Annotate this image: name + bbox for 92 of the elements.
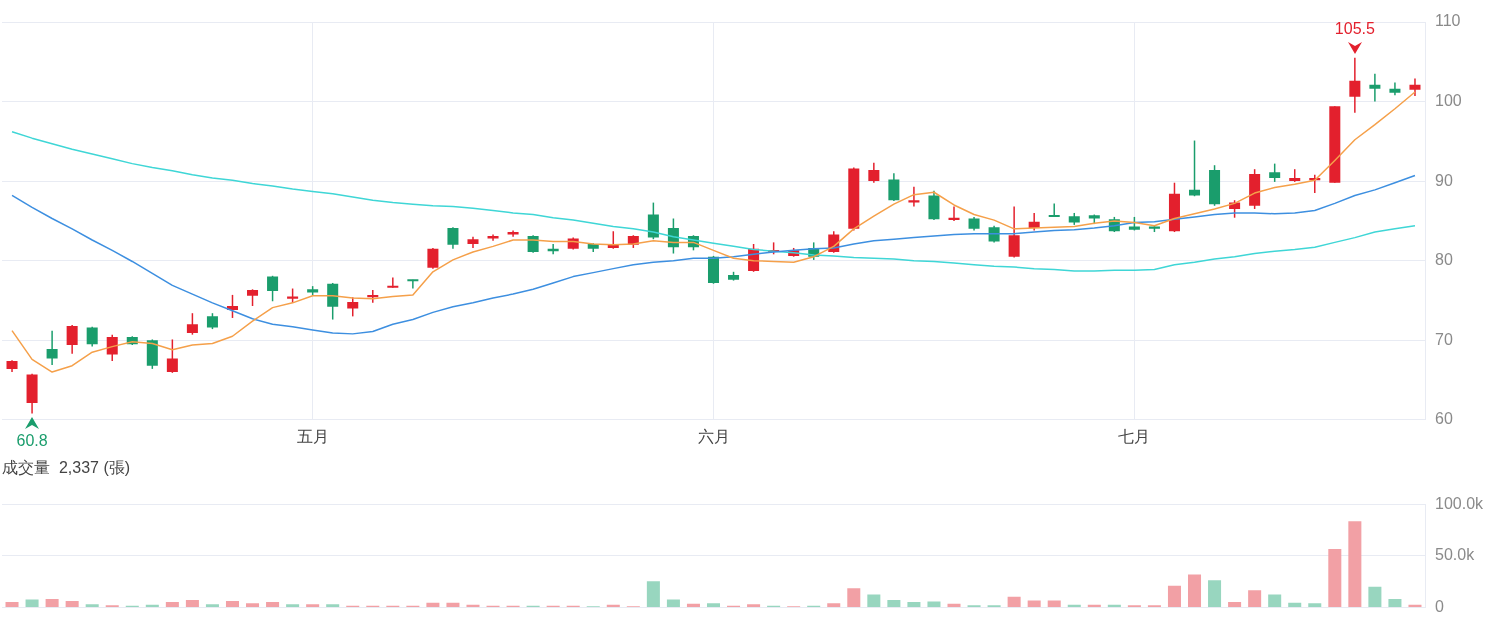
bar <box>85 604 99 607</box>
candlestick <box>1409 77 1421 97</box>
bar <box>45 598 59 607</box>
bar <box>306 604 320 607</box>
bar <box>646 581 660 607</box>
bar <box>686 603 700 607</box>
candlestick <box>106 333 118 362</box>
bar <box>847 588 861 607</box>
y-tick-label: 110 <box>1435 12 1461 30</box>
bar <box>1167 585 1181 607</box>
chart-title: 成交量 2,337 (張) <box>2 459 131 477</box>
bar <box>1248 590 1262 607</box>
bar <box>706 603 721 607</box>
x-tick-label: 七月 <box>1118 427 1151 445</box>
bar <box>266 602 280 607</box>
y-tick-label: 50.0k <box>1435 546 1476 564</box>
candlestick <box>447 226 459 250</box>
y-tick-label: 60 <box>1435 410 1453 428</box>
candlestick <box>1389 81 1401 96</box>
candlestick <box>427 247 439 270</box>
bar <box>1328 548 1342 607</box>
bar <box>606 604 620 607</box>
bar <box>927 601 941 607</box>
candlestick <box>86 325 98 348</box>
bar <box>225 601 239 607</box>
bar <box>867 594 881 607</box>
bar <box>1268 594 1282 607</box>
bar <box>907 602 921 607</box>
bar <box>1027 600 1041 607</box>
bar <box>1348 521 1362 607</box>
bar <box>1087 604 1101 607</box>
candlestick <box>928 189 940 221</box>
x-tick-label: 六月 <box>697 427 730 445</box>
bar <box>1067 604 1081 607</box>
candlestick <box>948 205 960 222</box>
y-tick-label: 100.0k <box>1435 494 1485 512</box>
candlestick <box>327 282 339 321</box>
candlestick <box>407 279 419 290</box>
candlestick <box>1269 162 1281 183</box>
candlestick <box>387 276 399 289</box>
bar <box>5 602 19 607</box>
annotation: 60.8 <box>16 431 48 449</box>
candlestick <box>347 296 359 318</box>
bar <box>1368 586 1382 607</box>
candlestick <box>1048 202 1060 218</box>
y-tick-label: 100 <box>1435 91 1462 109</box>
y-tick-label: 0 <box>1435 597 1444 615</box>
candlestick <box>908 185 920 208</box>
candlestick <box>1349 57 1361 114</box>
bar <box>1188 574 1202 607</box>
bar <box>1408 604 1422 607</box>
candlestick <box>647 201 659 240</box>
candlestick <box>1369 72 1381 103</box>
bar <box>426 602 440 607</box>
candlestick <box>1189 139 1201 197</box>
annotation: 105.5 <box>1334 20 1375 38</box>
bar <box>1007 596 1021 607</box>
x-tick-label: 五月 <box>296 427 329 445</box>
bar <box>326 604 340 607</box>
bar <box>887 599 901 607</box>
bar <box>65 601 79 607</box>
candlestick <box>46 329 58 366</box>
bar <box>1107 604 1121 607</box>
bar <box>1208 580 1222 607</box>
candlestick <box>166 338 178 374</box>
candlestick <box>1008 205 1020 259</box>
bar <box>1228 602 1242 607</box>
bar <box>827 603 841 607</box>
bar <box>666 599 680 607</box>
bar <box>185 599 199 607</box>
bar <box>246 603 260 607</box>
bar <box>1288 602 1302 607</box>
candlestick <box>267 275 279 303</box>
bar <box>747 604 761 607</box>
bar <box>1388 598 1402 607</box>
bar <box>205 604 219 607</box>
bar <box>1047 600 1061 607</box>
bar <box>1308 603 1322 607</box>
bar <box>446 602 460 607</box>
y-tick-label: 70 <box>1435 330 1453 348</box>
bar <box>145 604 159 607</box>
candlestick <box>186 312 198 336</box>
candlestick <box>66 324 78 355</box>
bar <box>466 604 480 607</box>
y-tick-label: 90 <box>1435 171 1453 189</box>
y-tick-label: 80 <box>1435 251 1453 269</box>
candlestick <box>868 162 880 184</box>
bar <box>25 599 39 607</box>
bar <box>286 604 300 607</box>
bar <box>947 603 961 607</box>
bar <box>165 602 179 607</box>
candlestick <box>888 172 900 202</box>
